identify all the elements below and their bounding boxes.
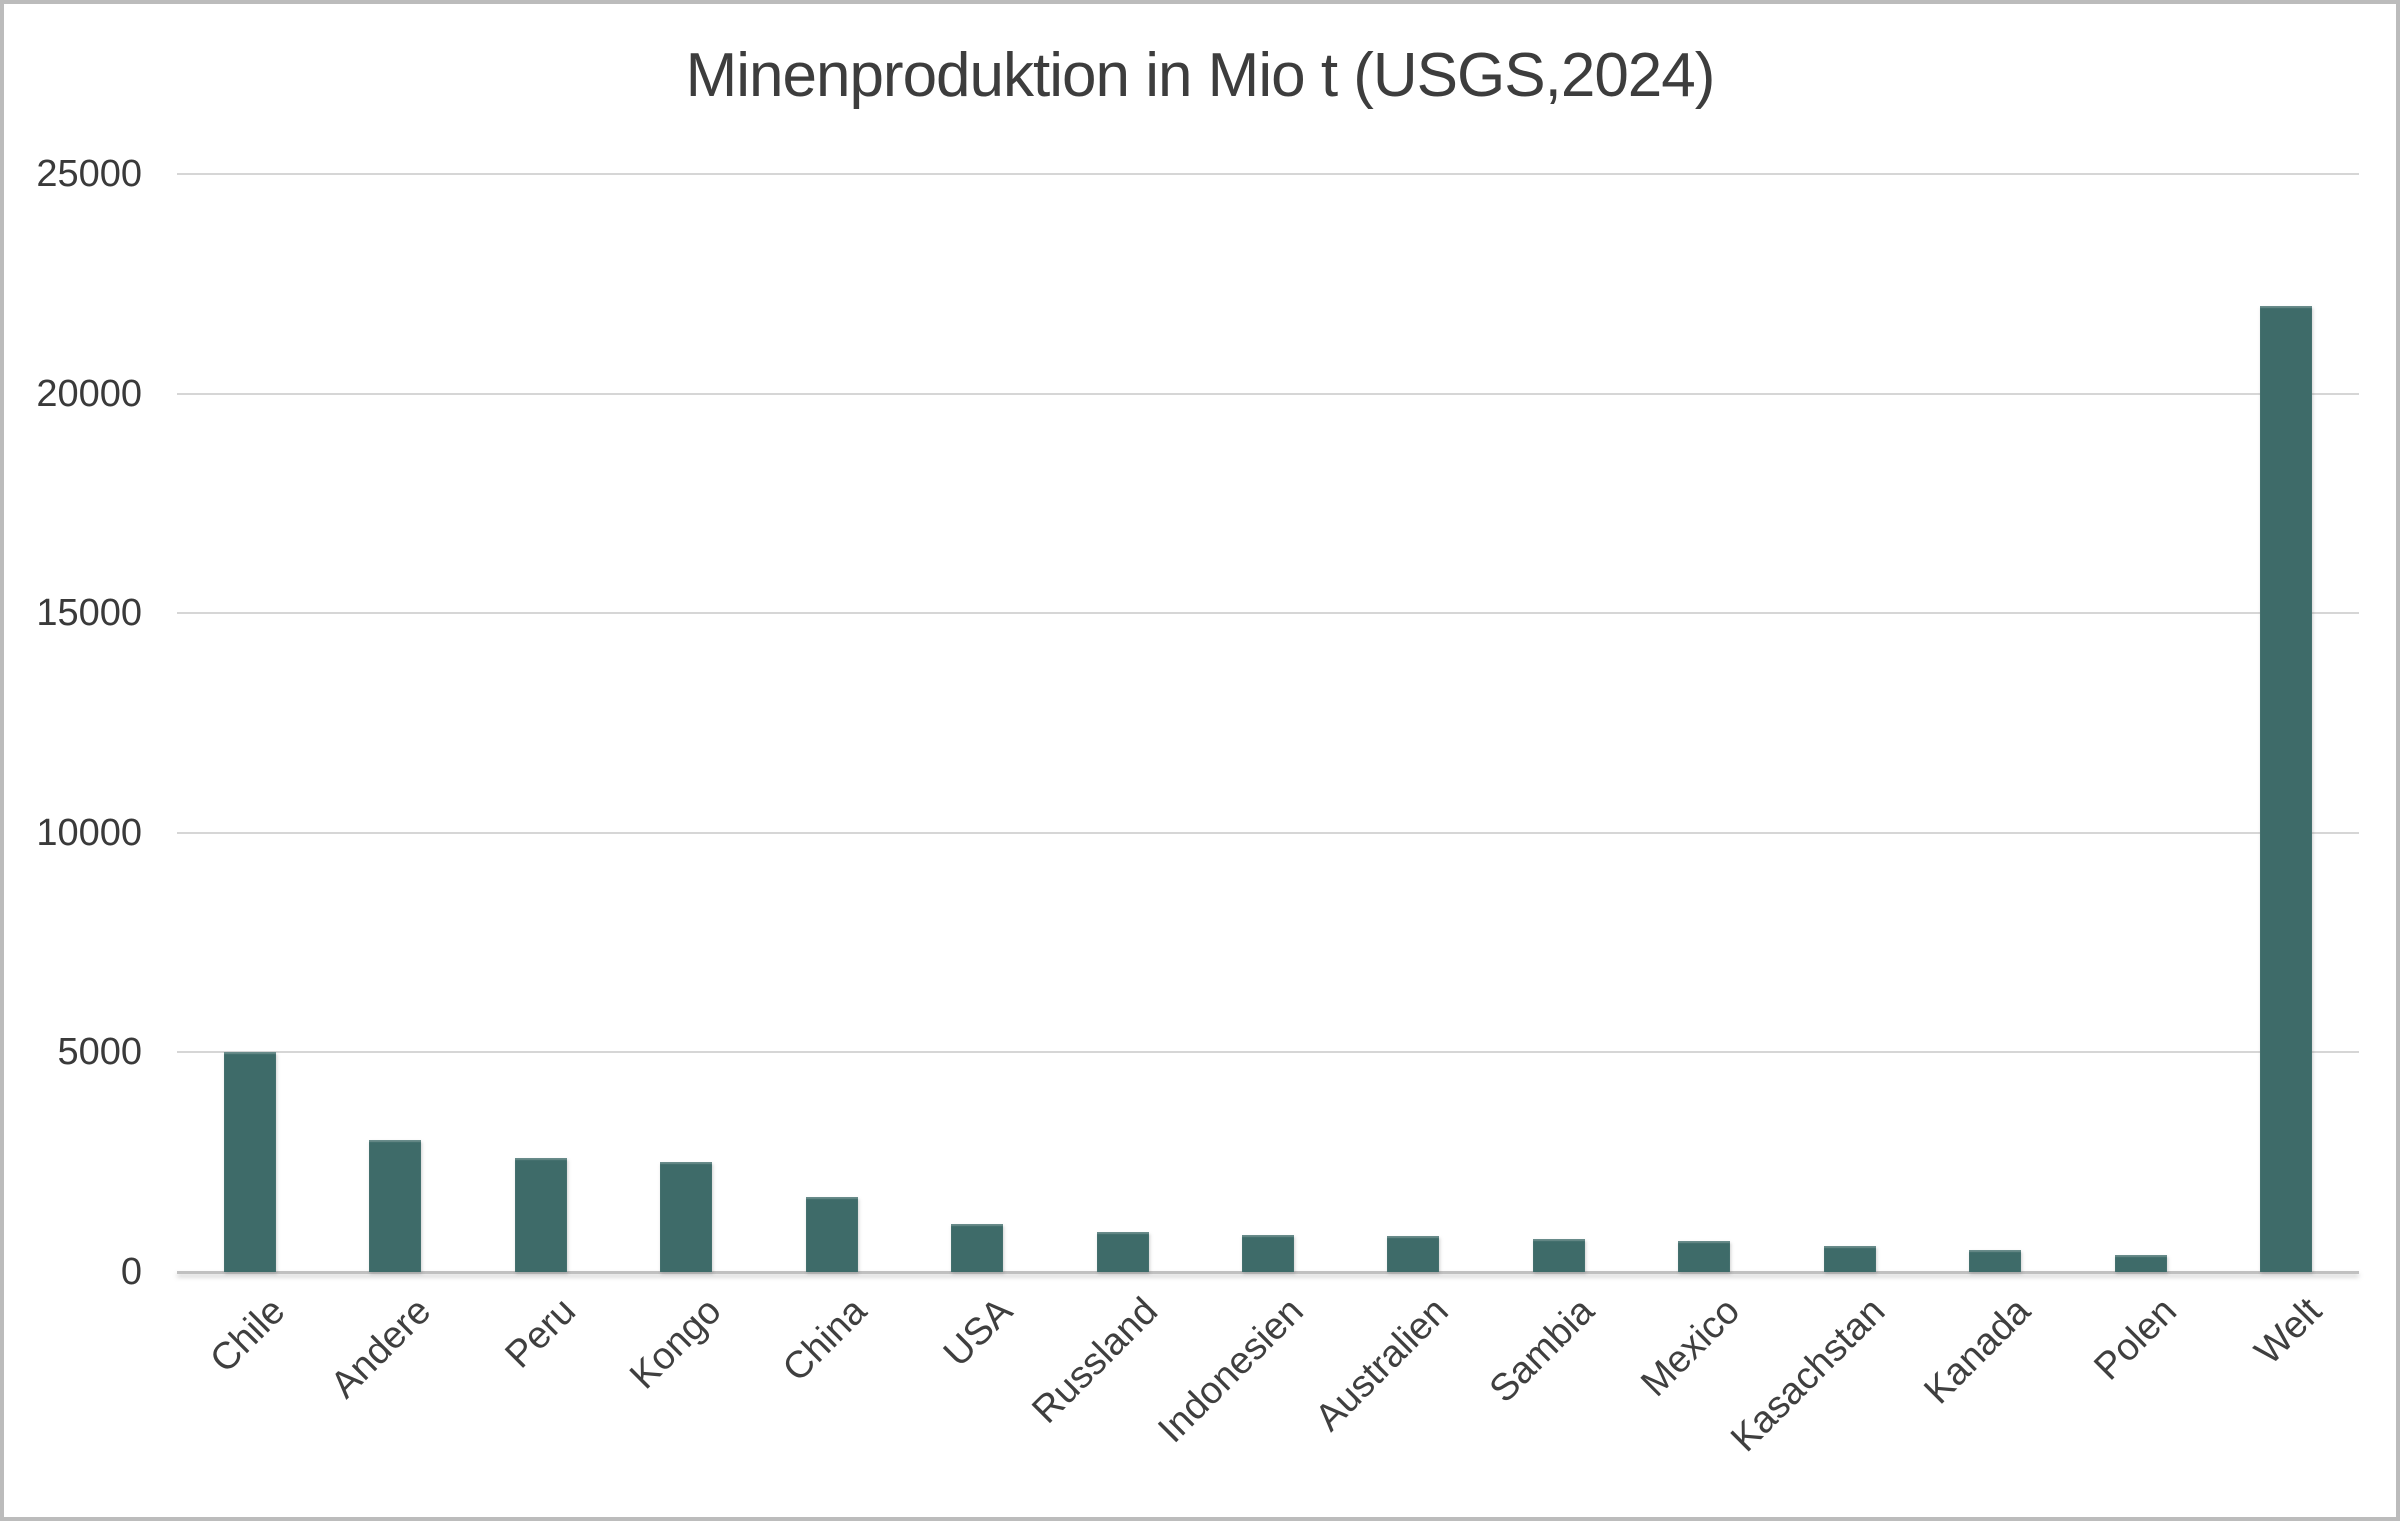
gridline-15000: [177, 612, 2359, 615]
x-axis-label-indonesien: Indonesien: [1150, 1290, 1312, 1452]
x-axis-label-andere: Andere: [322, 1290, 439, 1407]
x-axis-label-kanada: Kanada: [1916, 1290, 2040, 1413]
x-axis-label-chile: Chile: [202, 1290, 294, 1381]
bar-kanada: [1969, 1249, 2022, 1272]
x-axis-line: [177, 1271, 2359, 1274]
x-axis-label-russland: Russland: [1024, 1290, 1167, 1432]
x-axis-label-australien: Australien: [1307, 1290, 1458, 1440]
x-axis-label-usa: USA: [935, 1290, 1021, 1375]
x-axis-label-mexico: Mexico: [1633, 1290, 1749, 1405]
x-axis-label-peru: Peru: [497, 1290, 585, 1377]
bar-polen: [2114, 1254, 2167, 1272]
bar-china: [805, 1197, 858, 1272]
x-axis-label-welt: Welt: [2247, 1290, 2330, 1373]
x-axis-label-china: China: [775, 1290, 876, 1390]
y-axis-tick-label-15000: 15000: [36, 592, 142, 635]
chart-title: Minenproduktion in Mio t (USGS,2024): [685, 41, 1716, 110]
bar-peru: [514, 1157, 567, 1272]
bar-russland: [1096, 1232, 1149, 1272]
bar-andere: [369, 1140, 422, 1272]
bar-australien: [1387, 1236, 1440, 1272]
bar-sambia: [1532, 1238, 1585, 1272]
bar-chile: [223, 1052, 276, 1272]
x-axis-label-sambia: Sambia: [1481, 1290, 1603, 1411]
bar-kasachstan: [1823, 1245, 1876, 1272]
x-axis-label-kasachstan: Kasachstan: [1723, 1290, 1894, 1461]
y-axis-tick-label-20000: 20000: [36, 372, 142, 415]
bar-usa: [951, 1223, 1004, 1272]
bar-indonesien: [1242, 1235, 1294, 1272]
y-axis-tick-label-10000: 10000: [36, 811, 142, 854]
gridline-25000: [177, 173, 2359, 175]
y-axis-tick-label-5000: 5000: [57, 1031, 142, 1074]
gridline-20000: [177, 392, 2359, 395]
bar-welt: [2260, 305, 2313, 1272]
gridline-10000: [177, 831, 2359, 834]
y-axis-tick-label-0: 0: [120, 1251, 142, 1293]
bar-kongo: [660, 1162, 713, 1272]
bar-mexico: [1678, 1241, 1731, 1272]
x-axis-label-polen: Polen: [2086, 1290, 2185, 1389]
x-axis-label-kongo: Kongo: [622, 1290, 730, 1398]
gridline-5000: [177, 1051, 2359, 1054]
y-axis-tick-label-25000: 25000: [36, 153, 142, 195]
